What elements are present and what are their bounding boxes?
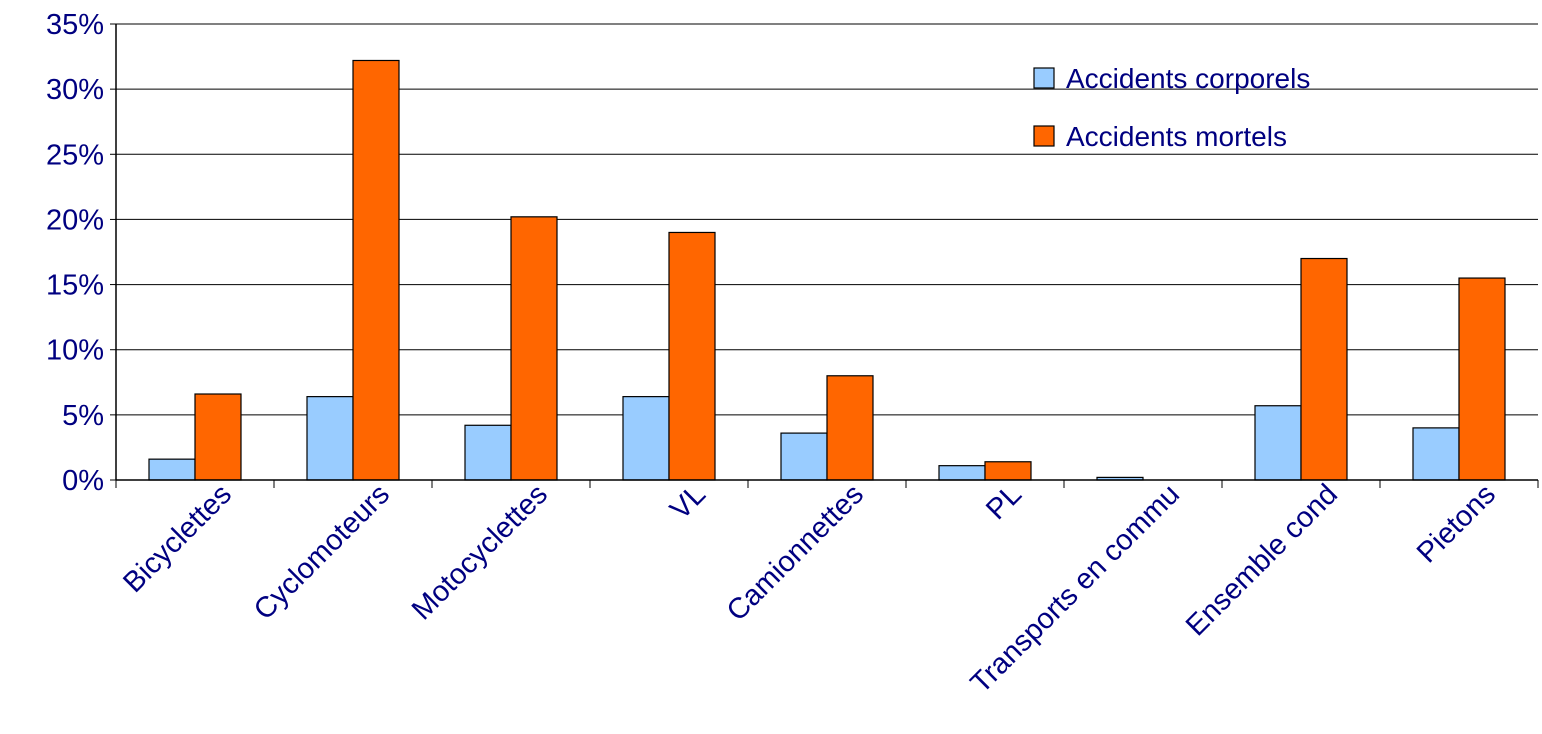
y-tick-label: 25% — [46, 139, 104, 171]
bar-corporels-8 — [1412, 427, 1460, 481]
x-tick-label: Pietons — [1411, 478, 1502, 569]
y-tick-label: 20% — [46, 204, 104, 236]
bar-mortels-2 — [510, 216, 558, 481]
x-axis-ticks: Bicyclettes Cyclomoteurs Motocyclettes VL Ca… — [115, 478, 1539, 700]
bars — [148, 59, 1506, 481]
y-tick-label: 0% — [62, 465, 104, 497]
bar-mortels-4 — [826, 375, 874, 481]
axes — [115, 24, 1538, 481]
bar-mortels-0 — [194, 393, 242, 481]
x-tick-label: Motocyclettes — [406, 478, 554, 626]
legend-label: Accidents mortels — [1066, 121, 1287, 152]
bar-mortels-1 — [352, 59, 400, 481]
x-tick-label: Bicyclettes — [117, 478, 238, 599]
legend-label: Accidents corporels — [1066, 63, 1310, 94]
x-tick-label: VL — [664, 478, 712, 526]
y-tick-label: 30% — [46, 74, 104, 106]
y-tick-label: 15% — [46, 270, 104, 302]
y-tick-label: 35% — [46, 9, 104, 41]
y-axis-ticks: 0% 5% 10% 15% 20% 25% 30% 35% — [46, 9, 116, 497]
x-tick-label: PL — [980, 478, 1028, 526]
bar-mortels-8 — [1458, 277, 1506, 481]
legend-swatch-mortels — [1033, 125, 1055, 147]
bar-mortels-5 — [984, 461, 1032, 481]
bar-corporels-7 — [1254, 405, 1302, 481]
y-tick-label: 10% — [46, 335, 104, 367]
legend-swatch-corporels — [1033, 67, 1055, 89]
bar-mortels-3 — [668, 231, 716, 481]
bar-mortels-7 — [1300, 257, 1348, 481]
x-tick-label: Camionnettes — [721, 478, 870, 627]
bar-corporels-0 — [148, 458, 196, 481]
legend: Accidents corporels Accidents mortels — [1033, 63, 1310, 152]
bar-corporels-2 — [464, 424, 512, 481]
x-tick-label: Ensemble cond — [1180, 478, 1344, 642]
bar-corporels-5 — [938, 465, 986, 481]
bar-corporels-3 — [622, 396, 670, 481]
bar-corporels-1 — [306, 396, 354, 481]
x-tick-label: Cyclomoteurs — [248, 478, 396, 626]
bar-corporels-4 — [780, 432, 828, 481]
y-tick-label: 5% — [62, 400, 104, 432]
